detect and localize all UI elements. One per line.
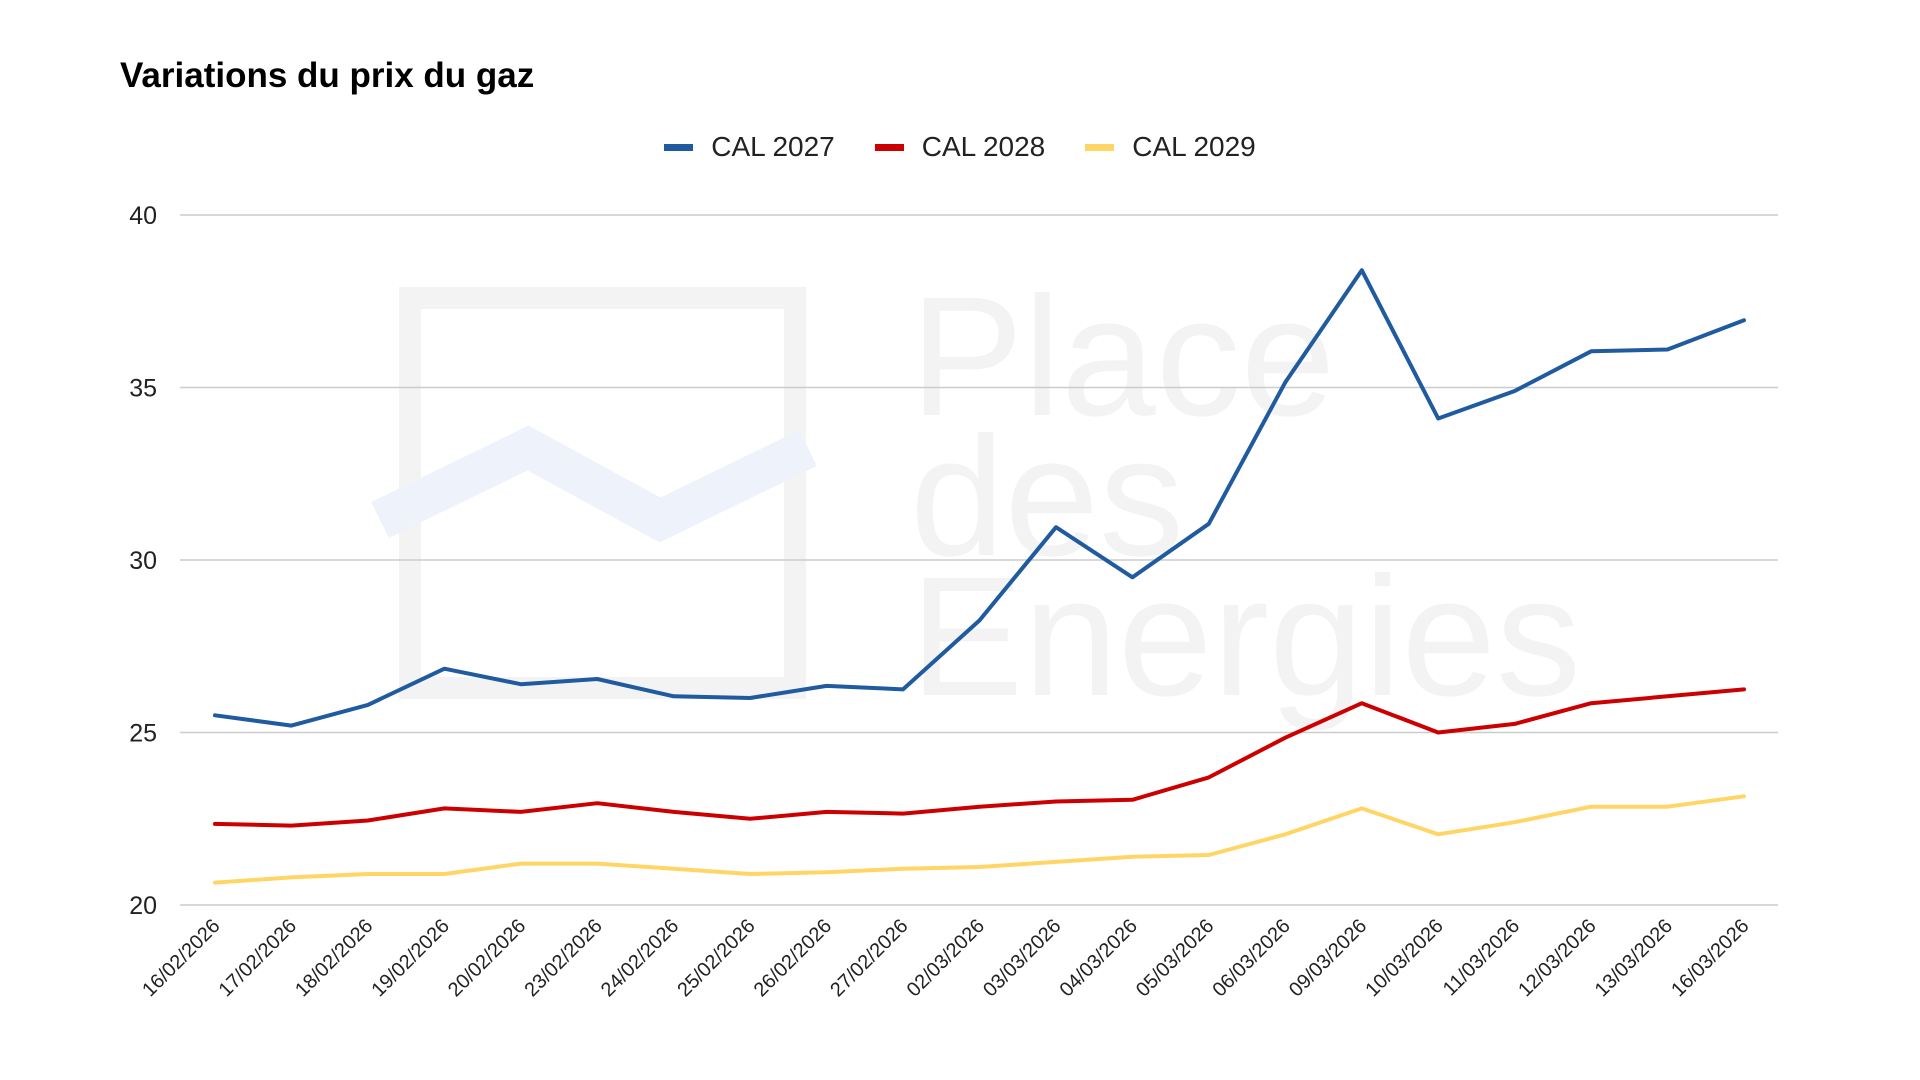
x-tick-label: 20/02/2026 [444,915,530,1001]
x-tick-label: 03/03/2026 [979,915,1065,1001]
series-line-cal-2028[interactable] [213,687,1746,828]
x-tick-label: 26/02/2026 [750,915,836,1001]
x-tick-label: 17/02/2026 [215,915,301,1001]
watermark-logo [371,287,817,699]
x-tick-label: 16/03/2026 [1667,915,1753,1001]
x-tick-label: 05/03/2026 [1132,915,1218,1001]
x-tick-label: 12/03/2026 [1514,915,1600,1001]
y-tick-label: 40 [129,202,157,230]
x-tick-label: 16/02/2026 [138,915,224,1001]
x-tick-label: 23/02/2026 [520,915,606,1001]
y-axis-ticks: 20 25 30 35 40 [129,202,157,920]
x-tick-label: 11/03/2026 [1439,915,1524,1000]
x-tick-label: 04/03/2026 [1056,915,1142,1001]
gridlines [180,214,1778,906]
legend-label-cal-2029: CAL 2029 [1132,131,1256,162]
x-tick-label: 25/02/2026 [673,915,759,1001]
watermark: Place des Energies [371,262,1581,732]
y-tick-label: 25 [129,720,157,748]
legend-swatch-cal-2027 [664,143,694,151]
legend-label-cal-2027: CAL 2027 [711,131,835,162]
legend-item-cal-2028[interactable]: CAL 2028 [874,131,1046,163]
x-tick-label: 10/03/2026 [1361,915,1447,1001]
x-tick-label: 02/03/2026 [903,915,989,1001]
legend-swatch-cal-2028 [874,143,904,151]
series-line-cal-2027[interactable] [213,268,1746,728]
legend-label-cal-2028: CAL 2028 [921,131,1046,162]
x-axis-ticks: 16/02/202617/02/202618/02/202619/02/2026… [138,915,1753,1001]
chart-title: Variations du prix du gaz [120,56,535,95]
y-tick-label: 35 [129,375,157,403]
x-tick-label: 18/02/2026 [291,915,377,1001]
watermark-line-3: Energies [910,542,1581,732]
x-tick-label: 13/03/2026 [1591,915,1677,1001]
x-tick-label: 19/02/2026 [368,915,454,1001]
legend-item-cal-2029[interactable]: CAL 2029 [1085,131,1256,163]
x-tick-label: 27/02/2026 [826,915,912,1001]
legend-item-cal-2027[interactable]: CAL 2027 [664,131,835,163]
series-line-cal-2029[interactable] [213,794,1746,885]
legend-swatch-cal-2029 [1085,143,1115,151]
series-lines [213,268,1746,885]
legend: CAL 2027 CAL 2028 CAL 2029 [0,131,1920,163]
x-tick-label: 09/03/2026 [1285,915,1371,1001]
x-tick-label: 24/02/2026 [597,915,683,1001]
x-tick-label: 06/03/2026 [1208,915,1294,1001]
y-tick-label: 30 [129,547,157,575]
y-tick-label: 20 [129,892,157,920]
